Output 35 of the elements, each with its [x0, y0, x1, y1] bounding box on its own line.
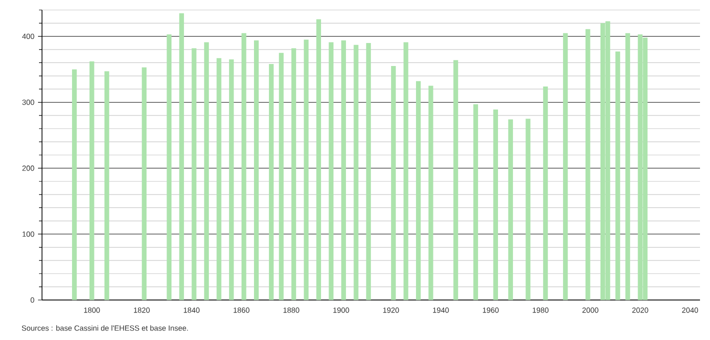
- bar: [366, 42, 371, 300]
- bar: [328, 42, 334, 300]
- bar: [585, 29, 590, 300]
- bar: [179, 13, 184, 300]
- bar: [526, 118, 530, 300]
- bar: [242, 33, 246, 300]
- bar: [563, 33, 568, 300]
- bar: [89, 61, 94, 300]
- bar: [268, 64, 274, 300]
- bar: [493, 110, 498, 300]
- bar: [416, 81, 421, 300]
- bar: [404, 42, 408, 300]
- bar: [166, 34, 172, 300]
- bar: [473, 104, 478, 300]
- bar: [254, 40, 259, 300]
- bar: [72, 69, 77, 300]
- bar: [204, 42, 209, 300]
- bar: [278, 52, 284, 300]
- bar: [216, 58, 222, 300]
- bar: [625, 33, 630, 300]
- bar: [316, 19, 322, 300]
- bar: [142, 67, 147, 300]
- bar: [229, 59, 234, 300]
- bar: [453, 60, 458, 300]
- bar: [543, 86, 548, 300]
- bar: [341, 40, 346, 300]
- bar: [428, 86, 434, 300]
- bar: [104, 71, 110, 300]
- bar: [304, 40, 309, 300]
- bar: [192, 48, 196, 300]
- bar: [354, 44, 358, 300]
- bar: [391, 66, 396, 300]
- bar: [615, 52, 620, 300]
- bar: [291, 48, 296, 300]
- bar: [508, 119, 513, 300]
